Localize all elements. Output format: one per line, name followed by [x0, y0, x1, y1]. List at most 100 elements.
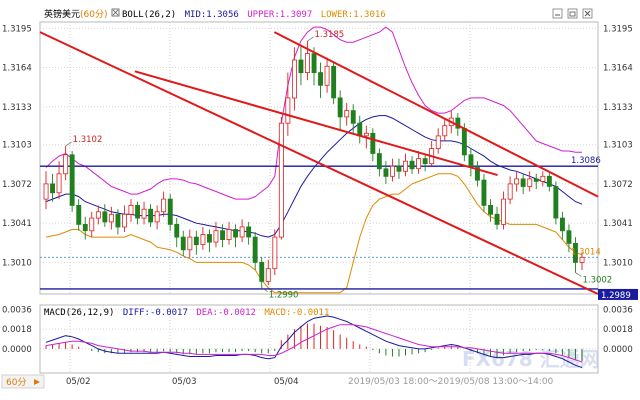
candle-body [553, 186, 559, 219]
macd-dea-value: DEA:-0.0012 [196, 308, 256, 318]
price-tick-label: 1.3010 [603, 258, 633, 268]
checkbox-x-icon [112, 9, 119, 16]
watermark: FX678 汇通网 [462, 347, 600, 371]
price-tick-label: 1.3010 [2, 258, 32, 268]
candle-body [540, 175, 546, 182]
candle-body [546, 175, 552, 187]
candle-body [206, 234, 212, 243]
candle-body [298, 59, 304, 74]
candlesticks [43, 40, 585, 288]
candle-body [69, 154, 75, 206]
price-panel[interactable] [39, 21, 599, 295]
macd-indicator [45, 315, 583, 368]
candle-body [579, 256, 585, 263]
candle-body [122, 213, 127, 228]
macd-diff-line [45, 315, 583, 368]
channel-line [273, 31, 599, 198]
period-button[interactable]: 60分 [1, 374, 45, 389]
annotation-leader [65, 141, 72, 147]
candle-body [239, 226, 245, 238]
upper-value: 1.3097 [280, 10, 313, 20]
macd-dea-line [45, 324, 583, 363]
channel-line [134, 70, 498, 177]
candle-body [337, 97, 343, 118]
grid-lines [40, 22, 598, 373]
candle-body [220, 230, 225, 240]
price-tick-label: 1.3072 [2, 180, 32, 190]
candle-body [363, 132, 369, 137]
candle-body [403, 160, 408, 172]
candle-body [573, 242, 578, 263]
macd-value: MACD:-0.0011 [264, 308, 329, 318]
price-tick-label: 1.3133 [2, 103, 32, 113]
candle-body [56, 173, 62, 194]
candle-body [95, 211, 101, 219]
candle-body [135, 204, 140, 219]
macd-tick-label: 0.0018 [2, 325, 32, 335]
candle-body [344, 110, 350, 118]
date-label: 05/02 [66, 377, 91, 387]
svg-text:BOLL(26,2) MID:1.3056: BOLL(26,2) MID:1.3056 UPPER:1.3097 LOWER… [122, 10, 386, 20]
candle-body [560, 217, 565, 232]
candle-body [89, 217, 95, 232]
candle-body [128, 204, 134, 215]
macd-tick-label: 0.0000 [603, 345, 633, 355]
macd-tick-label: 0.0036 [603, 305, 633, 315]
period-button-label: 60分 [6, 377, 26, 388]
price-tick-label: 1.3195 [2, 24, 32, 34]
upper-label: UPPER: [247, 10, 280, 20]
candle-body [383, 168, 389, 177]
macd-header: MACD(26,12,9) DIFF:-0.0017 DEA:-0.0012 M… [44, 308, 329, 318]
candle-body [167, 198, 173, 225]
candle-body [350, 110, 356, 124]
candle-body [174, 223, 180, 238]
candle-body [507, 183, 513, 200]
close-icon[interactable] [582, 8, 593, 19]
candle-body [494, 213, 500, 225]
boll-label: BOLL(26,2) [122, 10, 176, 20]
candle-body [318, 72, 323, 86]
boll-upper-line [45, 26, 582, 200]
annotation-leader [575, 272, 582, 277]
candle-body [161, 198, 167, 213]
candle-body [533, 178, 539, 182]
date-label: 05/04 [274, 377, 299, 387]
candle-body [76, 204, 82, 225]
annotation-leader [307, 36, 314, 42]
price-tick-label: 1.3164 [603, 64, 633, 74]
candle-body [141, 208, 147, 219]
horizontal-levels [40, 165, 598, 290]
macd-tick-label: 0.0018 [603, 325, 633, 335]
candle-body [285, 97, 291, 124]
candle-body [213, 230, 219, 243]
chart-header: 英镑美元(60分) BOLL(26,2) MID:1.3056 UPPER:1.… [44, 8, 386, 20]
price-tick-label: 1.3195 [603, 24, 633, 34]
macd-panel[interactable] [39, 304, 599, 374]
candle-body [180, 236, 186, 251]
macd-tick-label: 0.0036 [2, 305, 32, 315]
candle-body [520, 178, 526, 187]
window-controls [552, 8, 593, 19]
candle-body [187, 236, 193, 251]
price-tick-label: 1.3103 [2, 141, 32, 151]
minimize-icon[interactable] [552, 8, 563, 19]
candle-body [304, 53, 310, 73]
candle-body [488, 204, 493, 215]
candle-body [102, 211, 108, 223]
price-annotation: 1.3185 [314, 30, 344, 40]
candle-body [272, 236, 278, 270]
restore-icon[interactable] [567, 8, 578, 19]
play-triangle-icon [34, 379, 40, 385]
candle-body [442, 125, 448, 137]
candle-body [455, 117, 461, 129]
price-axis-left: 1.3195 1.3164 1.3133 1.3103 1.3072 1.3041 1.30… [2, 24, 32, 268]
candle-body [108, 213, 114, 223]
candle-body [527, 178, 533, 187]
date-label: 05/03 [172, 377, 197, 387]
price-tag-box [598, 288, 638, 300]
time-range-text: 2019/05/03 18:00～2019/05/08 13:00～14:00 [348, 377, 554, 387]
candle-body [115, 213, 121, 228]
price-tick-label: 1.3103 [603, 141, 633, 151]
candle-body [461, 127, 467, 156]
